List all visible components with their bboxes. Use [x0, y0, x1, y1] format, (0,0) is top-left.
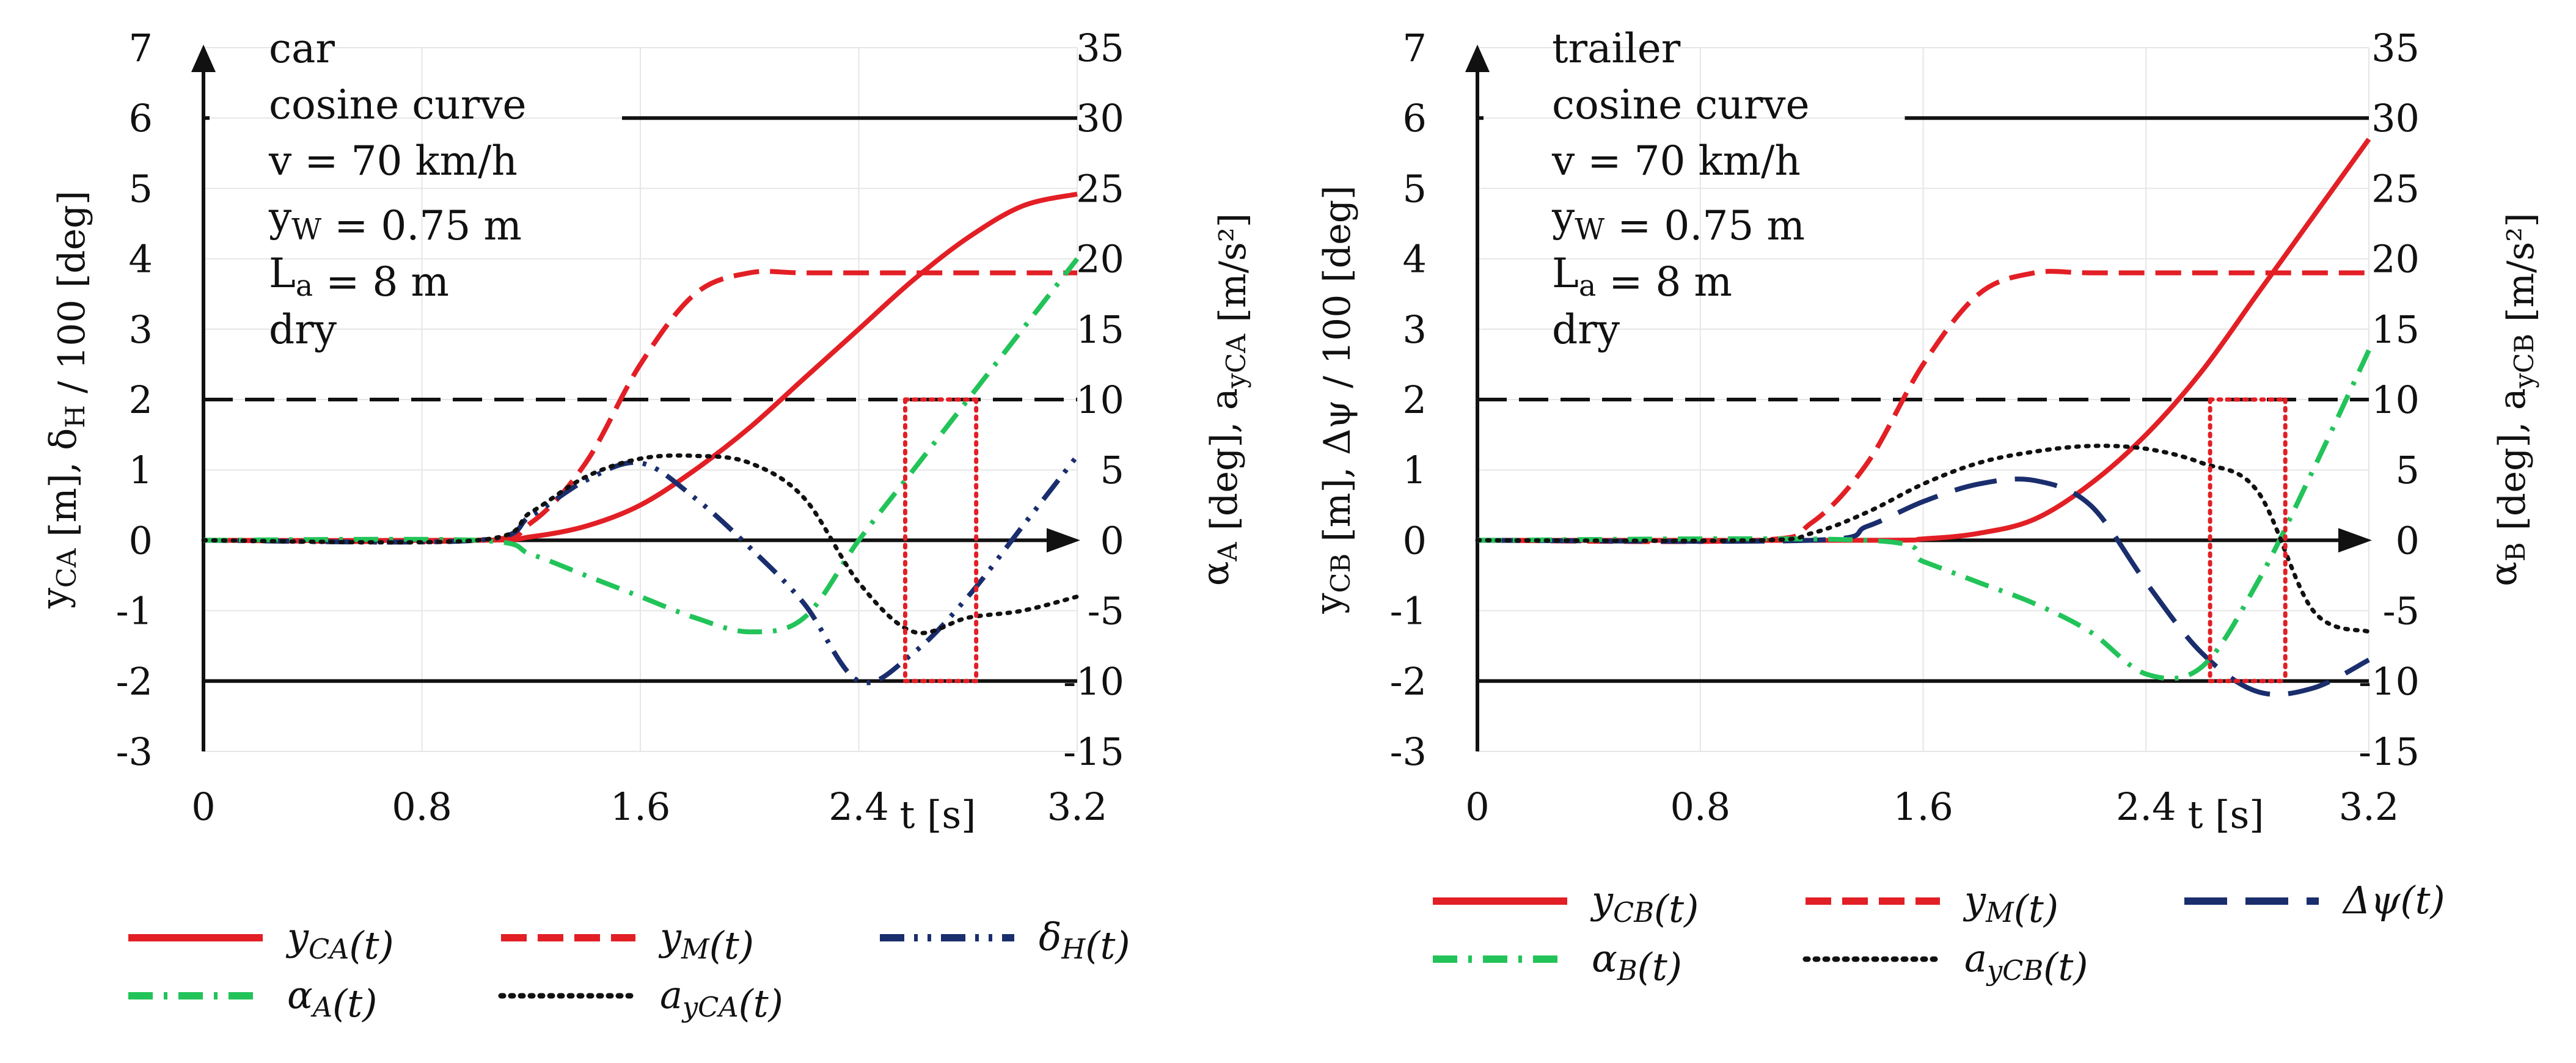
annotation-line: dry: [269, 306, 337, 353]
legend-label: αA(t): [287, 973, 377, 1026]
annotation-line: yW = 0.75 m: [268, 194, 522, 249]
legend-label: yCB(t): [1590, 878, 1699, 931]
y-right-tick-label: -15: [2358, 729, 2420, 774]
y-right-tick-label: 30: [1076, 96, 1124, 141]
y-left-tick-label: 0: [129, 518, 153, 563]
annotation-line: La = 8 m: [269, 250, 449, 305]
x-tick-label: 2.4: [2116, 784, 2176, 829]
y-left-tick-label: 1: [129, 448, 153, 492]
y-left-tick-label: 6: [1403, 96, 1427, 141]
x-tick-label: 2.4: [829, 784, 889, 829]
series-line-3: [1477, 477, 2370, 697]
y-left-tick-label: 0: [1403, 518, 1427, 563]
series-line-5: [201, 453, 1080, 635]
y-right-tick-label: 5: [1100, 448, 1124, 492]
y-left-tick-label: -3: [1390, 729, 1427, 774]
car-legend: yCA(t) yM(t) δH(t) αA(t) ayCA(t): [128, 915, 1130, 1026]
legend-label: αB(t): [1592, 936, 1682, 989]
y-left-tick-label: -2: [1390, 659, 1427, 704]
series-line-4: [1477, 349, 2371, 681]
y-right-tick-label: 35: [1076, 26, 1124, 70]
y-left-tick-label: 4: [1403, 237, 1427, 282]
y-left-tick-label: 2: [129, 378, 153, 422]
y-right-tick-label: 25: [1076, 166, 1124, 211]
y-right-tick-label: 0: [2396, 518, 2420, 563]
y-left-tick-label: -3: [116, 729, 153, 774]
annotation-line: car: [269, 25, 335, 72]
x-axis-arrow: [2338, 528, 2372, 553]
y-left-axis-label: yCA [m], δH / 100 [deg]: [34, 191, 93, 609]
annotation-line: yW = 0.75 m: [1551, 194, 1805, 249]
y-right-tick-label: 20: [2371, 237, 2420, 282]
y-left-tick-label: 3: [1403, 307, 1427, 352]
trailer-legend: yCB(t) yM(t) Δψ(t) αB(t) ayCB(t): [1433, 878, 2445, 989]
y-left-tick-label: 3: [129, 307, 153, 352]
y-axis-arrow: [1465, 45, 1490, 72]
series-line-3: [203, 454, 1080, 685]
x-tick-label: 1.6: [610, 784, 671, 829]
y-left-tick-label: 5: [1403, 166, 1427, 211]
y-left-tick-label: 6: [129, 96, 153, 141]
y-left-tick-label: 4: [129, 237, 153, 282]
x-tick-label: 0: [191, 784, 215, 829]
legend-label: Δψ(t): [2342, 878, 2445, 922]
y-left-tick-label: -1: [1390, 589, 1427, 634]
y-left-tick-label: -1: [116, 589, 153, 634]
x-tick-label: 3.2: [1047, 784, 1108, 829]
y-left-tick-label: 7: [1403, 26, 1427, 70]
x-tick-label: 3.2: [2339, 784, 2399, 829]
y-right-tick-label: 10: [1076, 378, 1124, 422]
y-right-tick-label: 10: [2371, 378, 2420, 422]
x-axis-label: t [s]: [2188, 792, 2264, 837]
legend-label: yM(t): [1963, 878, 2058, 931]
legend-label: δH(t): [1039, 915, 1130, 968]
annotation-line: cosine curve: [269, 81, 527, 128]
y-left-axis-label: yCB [m], Δψ / 100 [deg]: [1308, 185, 1359, 614]
annotation-line: dry: [1552, 306, 1620, 353]
x-tick-label: 0.8: [392, 784, 452, 829]
y-right-tick-label: -10: [1063, 659, 1124, 704]
y-left-tick-label: 7: [129, 26, 153, 70]
y-left-tick-label: 1: [1403, 448, 1427, 492]
y-right-tick-label: 20: [1076, 237, 1124, 282]
y-right-tick-label: -15: [1063, 729, 1124, 774]
x-tick-label: 0.8: [1670, 784, 1730, 829]
y-right-tick-label: 0: [1100, 518, 1124, 563]
x-tick-label: 1.6: [1893, 784, 1953, 829]
y-right-tick-label: 15: [2371, 307, 2420, 352]
x-axis-arrow: [1047, 528, 1080, 553]
y-left-tick-label: -2: [116, 659, 153, 704]
annotation-line: La = 8 m: [1552, 250, 1732, 305]
annotation-line: v = 70 km/h: [268, 137, 518, 184]
series-line-4: [203, 257, 1080, 635]
y-right-axis-label: αB [deg], ayCB [m/s²]: [2483, 213, 2542, 586]
legend-label: yM(t): [658, 915, 754, 968]
annotation-line: cosine curve: [1552, 81, 1810, 128]
legend-label: ayCB(t): [1964, 936, 2088, 989]
y-left-tick-label: 2: [1403, 378, 1427, 422]
y-right-axis-label: αA [deg], ayCA [m/s²]: [1195, 213, 1254, 586]
y-axis-arrow: [191, 45, 216, 72]
series-line-5: [1475, 444, 2371, 634]
x-tick-label: 0: [1465, 784, 1489, 829]
y-right-tick-label: -5: [2383, 589, 2420, 634]
annotation-line: v = 70 km/h: [1551, 137, 1801, 184]
legend-label: yCA(t): [285, 915, 394, 968]
y-right-tick-label: 15: [1076, 307, 1124, 352]
y-right-tick-label: 25: [2371, 166, 2420, 211]
y-right-tick-label: 35: [2371, 26, 2420, 70]
annotation-line: trailer: [1552, 25, 1681, 72]
x-axis-label: t [s]: [900, 792, 976, 837]
series-line-2: [1477, 269, 2369, 544]
legend-label: ayCA(t): [660, 973, 783, 1026]
y-left-tick-label: 5: [129, 166, 153, 211]
y-right-tick-label: -10: [2358, 659, 2420, 704]
y-right-tick-label: 5: [2396, 448, 2420, 492]
y-right-tick-label: 30: [2371, 96, 2420, 141]
y-right-tick-label: -5: [1088, 589, 1124, 634]
